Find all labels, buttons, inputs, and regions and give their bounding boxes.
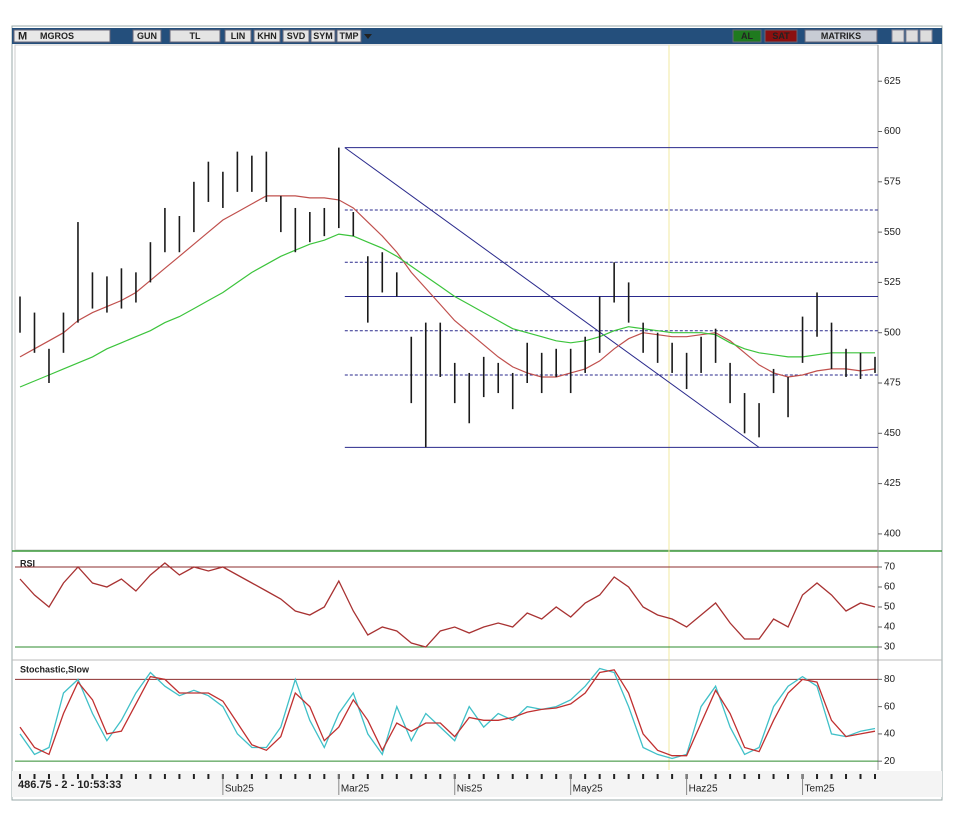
y-tick-label: 40 — [884, 729, 896, 740]
toolbar-button[interactable] — [804, 29, 878, 43]
toolbar-button[interactable] — [732, 29, 762, 43]
toolbar-button-label[interactable]: AL — [741, 31, 753, 41]
indicator-line — [19, 562, 876, 648]
symbol-name[interactable]: MGROS — [40, 31, 74, 41]
y-tick-label: 525 — [884, 277, 901, 288]
price-panel — [14, 44, 879, 551]
x-tick-label: Sub25 — [225, 784, 254, 795]
y-tick-label: 425 — [884, 478, 901, 489]
toolbar-button-label[interactable]: MATRIKS — [821, 31, 861, 41]
moving-average — [19, 233, 875, 388]
y-tick-label: 50 — [884, 602, 896, 613]
y-tick-label: 625 — [884, 76, 901, 87]
toolbar-button[interactable] — [253, 29, 281, 43]
symbol-prefix[interactable]: M — [18, 30, 27, 42]
x-tick-label: Haz25 — [689, 784, 718, 795]
trend-line — [344, 147, 760, 448]
y-tick-label: 450 — [884, 428, 901, 439]
y-tick-label: 60 — [884, 582, 896, 593]
toolbar-button[interactable] — [224, 29, 252, 43]
window-button[interactable] — [905, 29, 919, 43]
indicator-line — [19, 667, 876, 760]
y-tick-label: 40 — [884, 622, 896, 633]
toolbar-button-label[interactable]: GUN — [137, 31, 157, 41]
toolbar-button[interactable] — [336, 29, 362, 43]
y-tick-label: 400 — [884, 529, 901, 540]
y-tick-label: 575 — [884, 176, 901, 187]
x-tick-label: Tem25 — [805, 784, 835, 795]
y-tick-label: 475 — [884, 378, 901, 389]
toolbar-button[interactable] — [282, 29, 310, 43]
toolbar-button[interactable] — [764, 29, 798, 43]
toolbar-button-label[interactable]: SYM — [313, 31, 333, 41]
y-tick-label: 80 — [884, 674, 896, 685]
toolbar-button[interactable] — [310, 29, 336, 43]
window-button[interactable] — [919, 29, 933, 43]
y-tick-label: 30 — [884, 642, 896, 653]
y-tick-label: 550 — [884, 227, 901, 238]
toolbar-button-label[interactable]: SAT — [772, 31, 790, 41]
toolbar-button-label[interactable]: KHN — [257, 31, 277, 41]
x-tick-label: Mar25 — [341, 784, 370, 795]
toolbar-button-label[interactable]: TMP — [340, 31, 359, 41]
toolbar-button-label[interactable]: SVD — [287, 31, 306, 41]
toolbar-button-label[interactable]: TL — [190, 31, 201, 41]
panel-title: RSI — [20, 558, 35, 568]
toolbar-button-label[interactable]: LIN — [231, 31, 246, 41]
x-tick-label: Nis25 — [457, 784, 483, 795]
moving-average — [19, 195, 876, 378]
y-tick-label: 60 — [884, 701, 896, 712]
y-tick-label: 600 — [884, 126, 901, 137]
time-axis — [12, 771, 942, 797]
y-tick-label: 70 — [884, 562, 896, 573]
panel-title: Stochastic,Slow — [20, 664, 90, 674]
x-tick-label: May25 — [573, 784, 603, 795]
indicator-line — [19, 669, 876, 757]
y-tick-label: 500 — [884, 327, 901, 338]
y-tick-label: 20 — [884, 756, 896, 767]
toolbar-button[interactable] — [169, 29, 221, 43]
dropdown[interactable] — [364, 34, 372, 39]
toolbar-button[interactable] — [132, 29, 162, 43]
symbol-box[interactable] — [13, 29, 111, 43]
status: 486.75 - 2 - 10:53:33 — [18, 779, 121, 791]
window-button[interactable] — [891, 29, 905, 43]
